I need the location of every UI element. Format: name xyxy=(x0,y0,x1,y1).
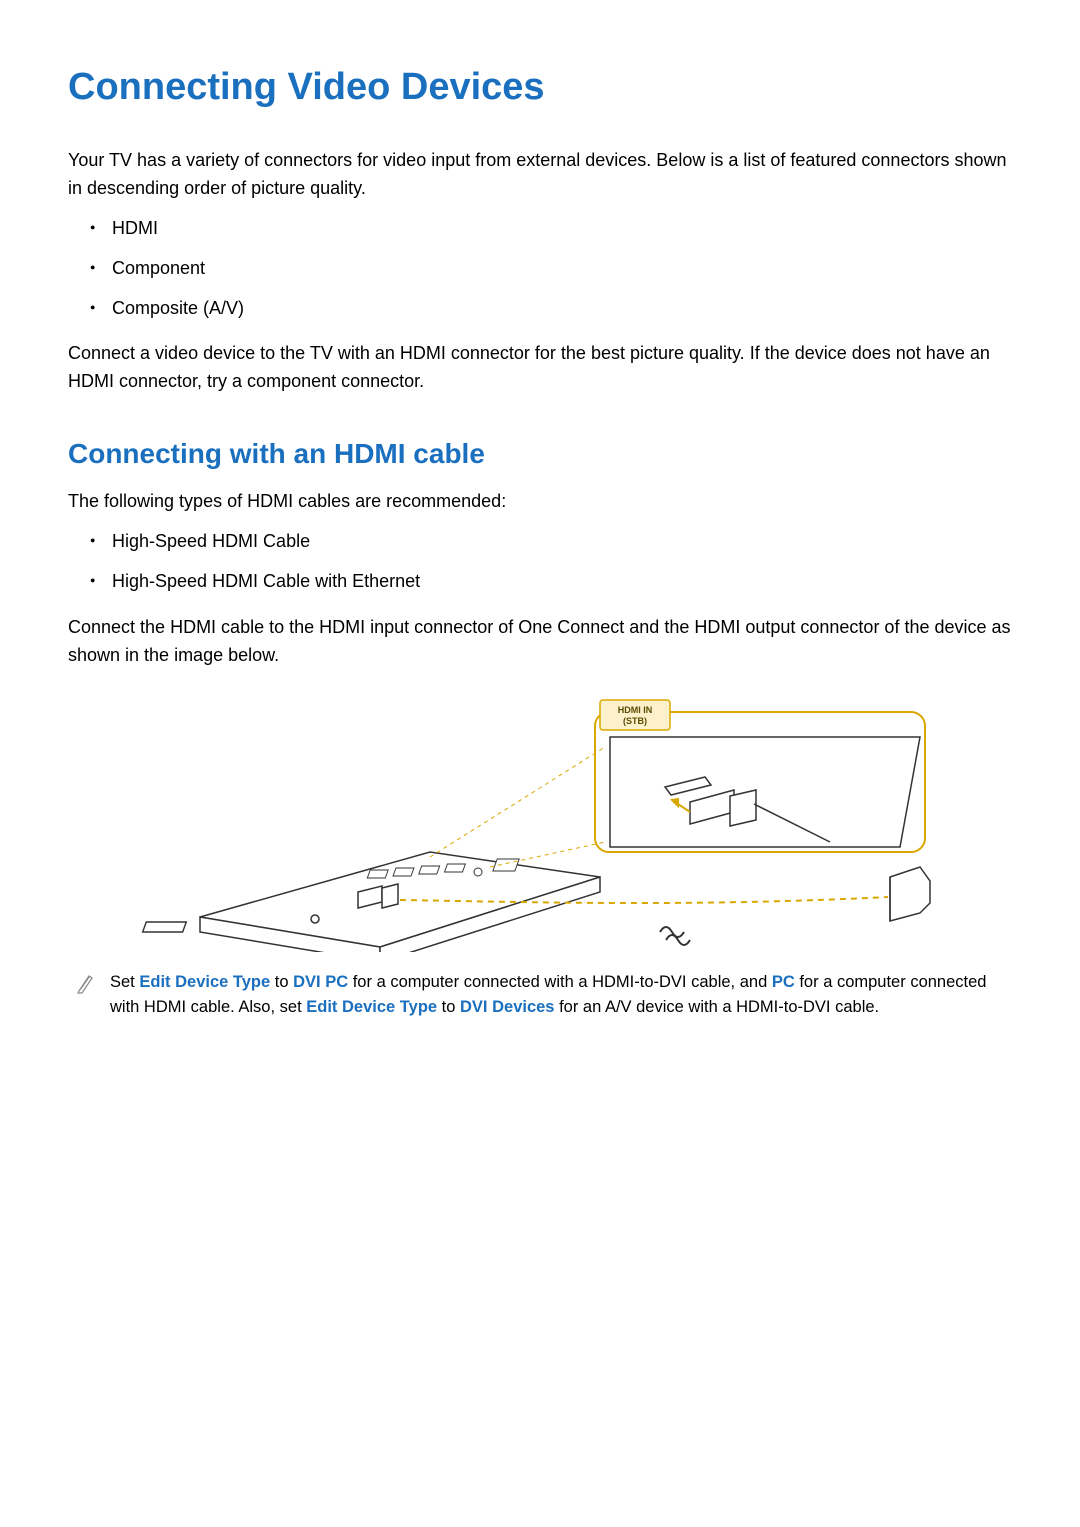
list-item: Composite (A/V) xyxy=(112,295,1012,323)
note-highlight: DVI PC xyxy=(293,973,348,991)
hdmi-cable-list: High-Speed HDMI Cable High-Speed HDMI Ca… xyxy=(68,528,1012,596)
list-item: Component xyxy=(112,255,1012,283)
note-highlight: DVI Devices xyxy=(460,998,554,1016)
list-item: HDMI xyxy=(112,215,1012,243)
note-segment: for a computer connected with a HDMI-to-… xyxy=(348,973,772,991)
note-highlight: PC xyxy=(772,973,795,991)
section2-intro: The following types of HDMI cables are r… xyxy=(68,488,1012,516)
note: Set Edit Device Type to DVI PC for a com… xyxy=(68,970,1012,1021)
intro-paragraph: Your TV has a variety of connectors for … xyxy=(68,147,1012,203)
list-item: High-Speed HDMI Cable with Ethernet xyxy=(112,568,1012,596)
note-segment: to xyxy=(437,998,460,1016)
note-text: Set Edit Device Type to DVI PC for a com… xyxy=(110,970,1012,1021)
note-highlight: Edit Device Type xyxy=(306,998,437,1016)
page-title: Connecting Video Devices xyxy=(68,66,1012,109)
diagram-label-line2: (STB) xyxy=(623,716,647,726)
connector-list: HDMI Component Composite (A/V) xyxy=(68,215,1012,323)
section2-paragraph: Connect the HDMI cable to the HDMI input… xyxy=(68,614,1012,670)
hdmi-diagram-svg: HDMI IN (STB) xyxy=(130,692,950,952)
pencil-note-icon xyxy=(76,972,94,994)
section-title: Connecting with an HDMI cable xyxy=(68,438,1012,470)
connection-diagram: HDMI IN (STB) xyxy=(68,692,1012,952)
note-segment: for an A/V device with a HDMI-to-DVI cab… xyxy=(555,998,880,1016)
intro-paragraph-2: Connect a video device to the TV with an… xyxy=(68,340,1012,396)
note-segment: to xyxy=(270,973,293,991)
list-item: High-Speed HDMI Cable xyxy=(112,528,1012,556)
note-highlight: Edit Device Type xyxy=(139,973,270,991)
diagram-label-line1: HDMI IN xyxy=(618,705,653,715)
note-segment: Set xyxy=(110,973,139,991)
